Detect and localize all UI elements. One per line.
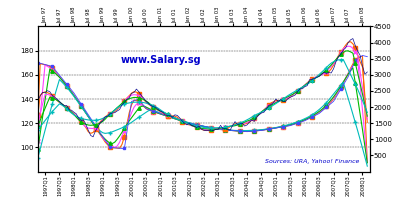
Text: Sources: URA, Yahoo! Finance: Sources: URA, Yahoo! Finance [265, 159, 360, 164]
Text: www.Salary.sg: www.Salary.sg [121, 55, 201, 65]
